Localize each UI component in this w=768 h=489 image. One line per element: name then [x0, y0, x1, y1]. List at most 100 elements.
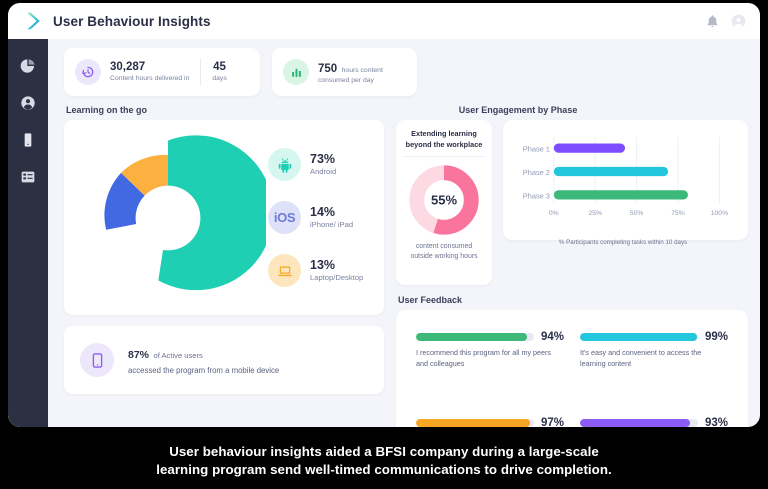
app-header: User Behaviour Insights [8, 3, 760, 39]
section-title-learning: Learning on the go [66, 105, 147, 115]
phase-3-bar [553, 190, 688, 200]
feedback-track [580, 418, 698, 427]
xtick-75: 75% [671, 210, 685, 217]
phase-bar-chart: Phase 1 Phase 2 Phase 3 0% [523, 137, 728, 217]
feedback-bar-row: 94% [416, 331, 564, 343]
legend-name: Android [310, 166, 337, 176]
mobile-line2: accessed the program from a mobile devic… [128, 365, 280, 375]
stat-label: Content hours delivered in [110, 74, 190, 82]
sidebar-item-devices[interactable] [20, 132, 36, 148]
phase-2-label: Phase 2 [523, 168, 550, 177]
feedback-item: 99% It's easy and convenient to access t… [580, 331, 728, 395]
feedback-bar-row: 97% [416, 416, 564, 428]
mobile-card-text: 87% of Active users accessed the program… [128, 343, 279, 376]
feedback-item: 97% This is a very relevant intervention… [416, 416, 564, 428]
sidebar-item-analytics[interactable] [20, 58, 36, 74]
legend-name: Laptop/Desktop [310, 272, 364, 282]
right-column: Extending learning beyond the workplace … [396, 120, 748, 427]
extending-learning-caption: content consumed outside working hours [410, 242, 477, 262]
legend-item-laptop: 13% Laptop/Desktop [268, 254, 363, 287]
caption-line1: content consumed [415, 243, 473, 251]
feedback-pct: 97% [540, 416, 564, 428]
xtick-50: 50% [630, 210, 644, 217]
chevron-right-logo-icon[interactable] [21, 10, 43, 32]
stat-value: 30,287 [110, 61, 146, 74]
legend-item-android: 73% Android [268, 148, 363, 181]
device-legend: 73% Android iOS 14% iPhone/ i [268, 148, 363, 287]
stat-card-row: 30,287 Content hours delivered in 45 day… [64, 48, 748, 96]
phase-2-bar [553, 166, 669, 177]
bell-icon[interactable] [705, 14, 720, 29]
phase-chart-caption: % Participants completing tasks within 1… [558, 239, 688, 246]
feedback-bar-row: 93% [580, 416, 728, 428]
dashboard-content: 30,287 Content hours delivered in 45 day… [48, 39, 760, 427]
stat-line1: 750 hours content [318, 59, 383, 77]
caption-line2: outside working hours [410, 253, 478, 261]
phase-3-label: Phase 3 [523, 192, 550, 201]
sidebar-nav [8, 39, 48, 427]
caption-line-1: User behaviour insights aided a BFSI com… [169, 444, 599, 459]
clock-history-icon [75, 59, 101, 85]
stat-sub-value: 45 [213, 61, 226, 74]
stat-body: 750 hours content consumed per day [318, 59, 383, 86]
bottom-caption: User behaviour insights aided a BFSI com… [0, 432, 768, 489]
feedback-text: I recommend this program for all my peer… [416, 348, 552, 368]
engagement-row: Extending learning beyond the workplace … [396, 120, 748, 285]
phase-1-label: Phase 1 [523, 145, 550, 154]
stat-card-hours-per-day[interactable]: 750 hours content consumed per day [272, 48, 417, 96]
user-feedback-card: 94% I recommend this program for all my … [396, 310, 748, 427]
left-column: 73% Android iOS 14% iPhone/ i [64, 120, 384, 427]
feedback-pct: 99% [704, 331, 728, 343]
feedback-fill [416, 418, 531, 427]
feedback-item: 94% I recommend this program for all my … [416, 331, 564, 395]
extending-learning-title: Extending learning beyond the workplace [403, 129, 485, 158]
tablet-icon [80, 343, 114, 377]
legend-text: 14% iPhone/ iPad [310, 205, 353, 229]
stat-sub: 45 days [212, 60, 226, 83]
legend-item-ios: iOS 14% iPhone/ iPad [268, 201, 363, 234]
bar-chart-icon [283, 59, 309, 85]
section-title-row: Learning on the go User Engagement by Ph… [64, 96, 748, 120]
caption-line-2: learning program send well-timed communi… [156, 462, 612, 477]
page-title: User Behaviour Insights [53, 13, 211, 29]
user-engagement-chart-card: Phase 1 Phase 2 Phase 3 0% [503, 120, 748, 246]
divider [200, 59, 202, 85]
feedback-fill [580, 418, 690, 427]
ios-icon: iOS [268, 201, 301, 234]
feedback-pct: 93% [704, 416, 728, 428]
feedback-track [580, 333, 698, 341]
feedback-track [416, 333, 534, 341]
donut-center-value: 55% [431, 193, 457, 208]
extending-learning-card: Extending learning beyond the workplace … [396, 120, 492, 285]
android-icon [268, 148, 301, 181]
section-title-feedback: User Feedback [398, 295, 463, 305]
stat-label-line2: consumed per day [318, 76, 374, 84]
feedback-fill [580, 333, 697, 341]
mobile-pct: 87% [128, 349, 150, 362]
stat-label-inline: hours content [341, 66, 383, 74]
feedback-item: 93% The content shared is engaging and i… [580, 416, 728, 428]
header-actions [705, 14, 746, 29]
stat-sub-label: days [212, 74, 227, 82]
user-avatar-icon[interactable] [731, 14, 746, 29]
feedback-text: It's easy and convenient to access the l… [580, 348, 702, 368]
stat-card-content-hours[interactable]: 30,287 Content hours delivered in 45 day… [64, 48, 260, 96]
outside-hours-donut-chart: 55% [409, 165, 479, 235]
legend-pct: 14% [310, 205, 336, 220]
main-grid: 73% Android iOS 14% iPhone/ i [64, 120, 748, 427]
legend-pct: 13% [310, 258, 336, 273]
sidebar-item-users[interactable] [20, 95, 36, 111]
title-line2: beyond the workplace [405, 139, 483, 149]
legend-pct: 73% [310, 152, 336, 167]
xtick-0: 0% [549, 210, 559, 217]
phase-1-bar [553, 143, 626, 153]
laptop-icon [268, 254, 301, 287]
stat-body: 30,287 Content hours delivered in [110, 60, 189, 83]
device-breakdown-card: 73% Android iOS 14% iPhone/ i [64, 120, 384, 315]
title-line1: Extending learning [411, 129, 477, 138]
mobile-access-card: 87% of Active users accessed the program… [64, 326, 384, 394]
stat-value: 750 [318, 62, 338, 75]
sidebar-item-reports[interactable] [20, 169, 36, 185]
xtick-100: 100% [711, 210, 728, 217]
section-title-engagement: User Engagement by Phase [458, 105, 578, 115]
